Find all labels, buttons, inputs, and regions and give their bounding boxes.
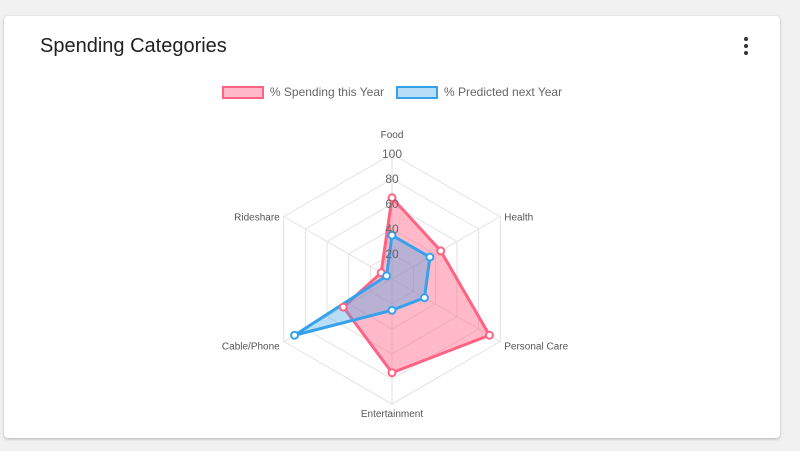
series-1-point-5 xyxy=(382,271,392,281)
series-0-point-4 xyxy=(338,302,348,312)
series-1-point-4 xyxy=(290,330,300,340)
grid-spoke-5 xyxy=(283,216,393,280)
series-0-point-3 xyxy=(387,368,397,378)
series-1-point-2 xyxy=(419,293,429,303)
grid-spoke-1 xyxy=(391,216,501,280)
legend-label-predicted: % Predicted next Year xyxy=(444,85,563,99)
more-vert-icon[interactable] xyxy=(734,32,758,60)
tick-label-80: 80 xyxy=(385,172,399,186)
tick-label-100: 100 xyxy=(382,147,402,161)
axis-label-rideshare: Rideshare xyxy=(234,213,280,224)
legend-swatch-predicted xyxy=(396,85,438,99)
legend-item-predicted[interactable]: % Predicted next Year xyxy=(396,82,562,102)
legend-swatch-spending xyxy=(221,85,264,99)
tick-label-60: 60 xyxy=(385,197,399,211)
series-0-point-1 xyxy=(436,246,446,256)
axis-label-entertainment: Entertainment xyxy=(361,409,423,420)
series-1-point-3 xyxy=(387,305,397,315)
series-0-point-2 xyxy=(484,330,494,340)
series-1-point-1 xyxy=(425,252,435,262)
tick-label-20: 20 xyxy=(385,247,399,261)
legend-item-spending[interactable]: % Spending this Year xyxy=(221,82,384,102)
radar-chart: 20 40 60 80 100 Food Health Personal Care Entert… xyxy=(222,130,569,420)
grid-spoke-2 xyxy=(391,278,501,342)
axis-label-cable-phone: Cable/Phone xyxy=(222,342,280,353)
axis-label-personal-care: Personal Care xyxy=(504,342,568,353)
axis-label-health: Health xyxy=(504,213,533,224)
spending-categories-card: Spending Categories % Spending this Year… xyxy=(4,16,780,438)
series-1-point-0 xyxy=(387,230,397,240)
series-0-point-0 xyxy=(387,193,397,203)
card-title: Spending Categories xyxy=(40,35,227,57)
legend-label-spending: % Spending this Year xyxy=(269,85,384,99)
tick-label-40: 40 xyxy=(385,222,399,236)
chart-legend: % Spending this Year % Predicted next Ye… xyxy=(4,82,780,102)
axis-label-food: Food xyxy=(381,130,404,141)
